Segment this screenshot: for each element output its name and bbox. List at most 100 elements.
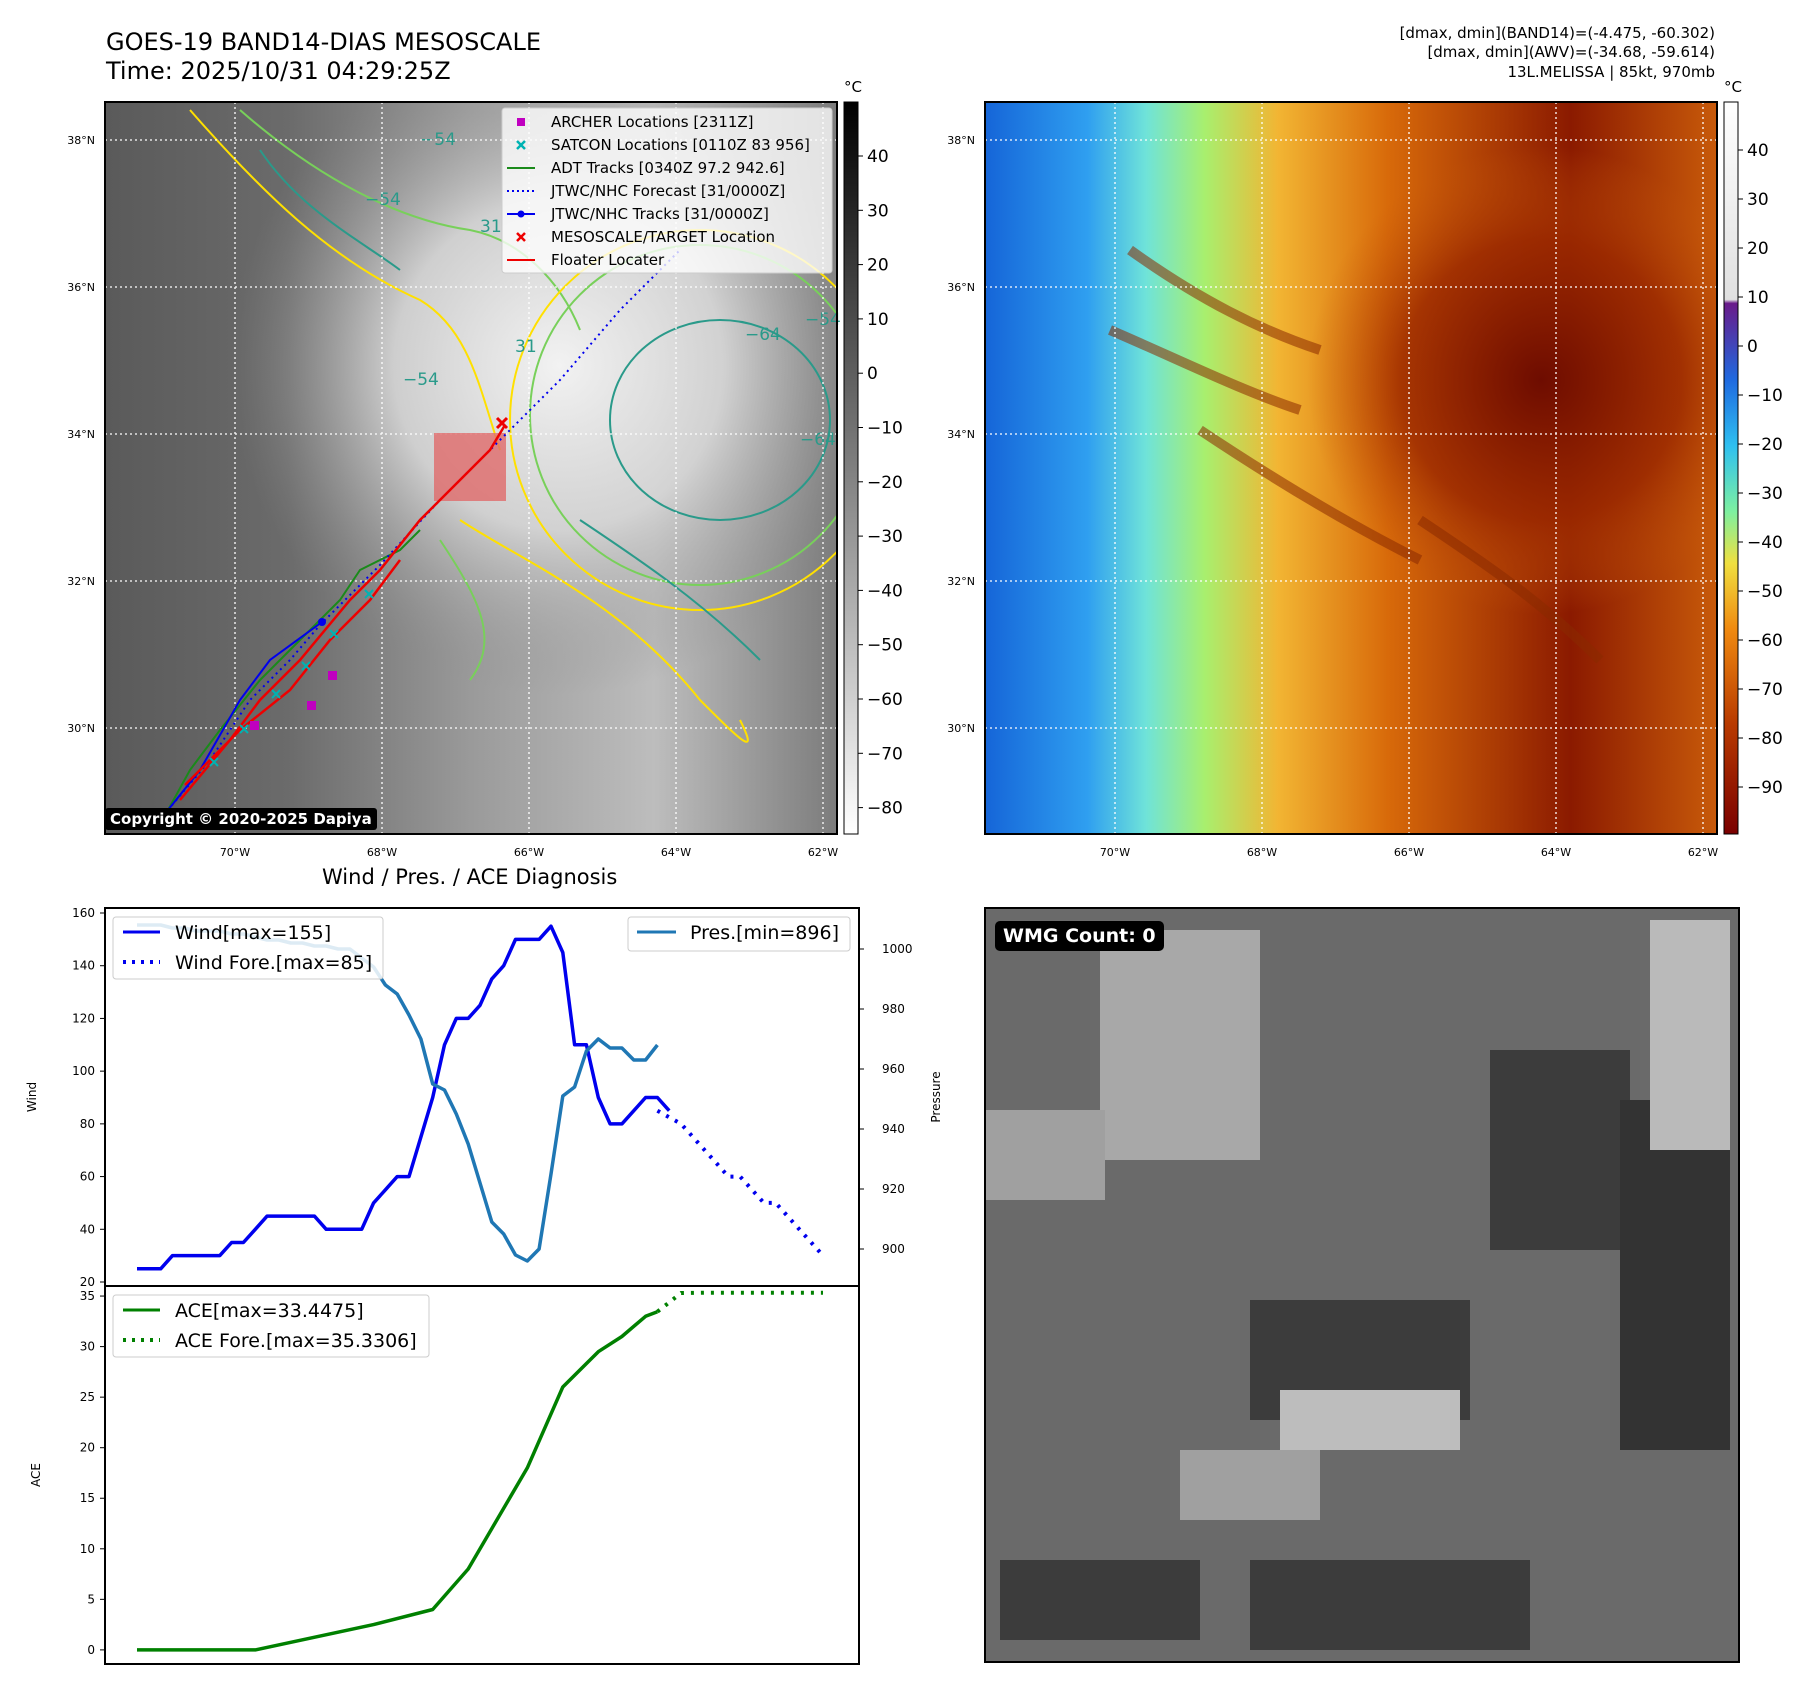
wind-pressure-panel: 20 40 60 80 100 120 140 160 900 920 940 960 980 1000… <box>25 906 943 1289</box>
legend-label: JTWC/NHC Tracks [31/0000Z] <box>550 205 769 223</box>
series-line <box>137 1310 659 1652</box>
legend-label: Pres.[min=896] <box>690 922 839 944</box>
ace-tick-label: 0 <box>87 1643 95 1657</box>
legend-label: ACE[max=33.4475] <box>175 1300 364 1322</box>
ace-tick-label: 5 <box>87 1592 95 1606</box>
ace-tick-label: 35 <box>80 1289 95 1303</box>
wind-tick-label: 140 <box>72 959 95 973</box>
colorbar-tick-label: −30 <box>867 527 903 547</box>
ace-tick-label: 15 <box>80 1491 95 1505</box>
legend-label: Wind Fore.[max=85] <box>175 952 372 974</box>
lat-tick-label: 32°N <box>67 575 95 588</box>
lat-tick-label: 36°N <box>67 281 95 294</box>
colorbar-tick-label: 30 <box>867 201 889 221</box>
left-lat-ticks: 38°N 36°N 34°N 32°N 30°N <box>67 134 95 735</box>
colorbar-tick-label: −70 <box>867 744 903 764</box>
contour-label: 31 <box>480 217 502 237</box>
right-colorbar-unit: °C <box>1724 78 1742 96</box>
ace-tick-label: 30 <box>80 1340 95 1354</box>
pressure-y-ticks: 900 920 940 960 980 1000 <box>859 942 913 1256</box>
jtwc-forecast <box>167 249 681 811</box>
pressure-tick-label: 920 <box>882 1182 905 1196</box>
colorbar-tick-label: −60 <box>1747 631 1783 651</box>
ace-panel: 0 5 10 15 20 25 30 35 ACE ACE[max=33.4475] ACE … <box>29 1285 860 1665</box>
legend-label: Wind[max=155] <box>175 922 331 944</box>
awv-range: [dmax, dmin](AWV)=(-34.68, -59.614) <box>1427 43 1715 61</box>
wind-axis-label: Wind <box>25 1082 39 1112</box>
wind-legend: Wind[max=155] Wind Fore.[max=85] <box>112 916 384 980</box>
colorbar-tick-label: −20 <box>1747 435 1783 455</box>
jtwc-track-point <box>318 618 326 626</box>
storm-info: 13L.MELISSA | 85kt, 970mb <box>1507 63 1715 81</box>
legend-marker-dot <box>517 210 525 218</box>
series-line <box>137 924 671 1271</box>
colorbar-tick-label: 10 <box>867 310 889 330</box>
left-colorbar <box>843 101 859 835</box>
lon-tick-label: 64°W <box>661 846 691 859</box>
wind-tick-label: 40 <box>80 1222 95 1236</box>
colorbar-tick-label: −10 <box>1747 386 1783 406</box>
legend-label: Floater Locater <box>551 251 665 269</box>
wmg-light-patch <box>1180 1450 1320 1520</box>
copyright-badge: Copyright © 2020-2025 Dapiya <box>105 808 377 830</box>
right-map-frame <box>984 101 1718 835</box>
lon-tick-label: 70°W <box>1100 846 1130 859</box>
colorbar-tick-label: 20 <box>1747 239 1769 259</box>
colorbar-tick-label: −50 <box>867 636 903 656</box>
ace-tick-label: 10 <box>80 1542 95 1556</box>
colorbar-tick-label: 20 <box>867 256 889 276</box>
ace-series <box>137 1290 823 1652</box>
right-colorbar <box>1723 101 1739 835</box>
legend-marker <box>516 232 526 242</box>
colorbar-tick-label: −80 <box>1747 729 1783 749</box>
ace-axes-frame <box>104 1285 860 1665</box>
left-map-frame <box>104 101 838 835</box>
right-map-panel: °C 403020100−10−20−30−40−50−60−70−80−90 … <box>947 78 1783 859</box>
lon-tick-label: 68°W <box>1247 846 1277 859</box>
contour-label: −64 <box>745 325 781 345</box>
pressure-tick-label: 900 <box>882 1242 905 1256</box>
target-marker <box>495 416 509 430</box>
colorbar-tick-label: 10 <box>1747 288 1769 308</box>
lat-tick-label: 34°N <box>67 428 95 441</box>
contour-labels: −54 −54 −54 −64 −64 −54 31 31 <box>365 130 841 450</box>
satcon-markers <box>209 589 374 767</box>
contour-label: −54 <box>403 370 439 390</box>
right-map-gridlines <box>985 102 1717 834</box>
legend-label: ACE Fore.[max=35.3306] <box>175 1330 417 1352</box>
contour-label: −64 <box>800 430 836 450</box>
legend-marker <box>516 140 526 150</box>
lon-tick-label: 62°W <box>1688 846 1718 859</box>
lat-tick-label: 32°N <box>947 575 975 588</box>
band14-range: [dmax, dmin](BAND14)=(-4.475, -60.302) <box>1399 24 1715 42</box>
ace-axis-label: ACE <box>29 1463 43 1487</box>
colorbar-tick-label: 40 <box>867 147 889 167</box>
left-map-panel: −54 −54 −54 −64 −64 −54 31 31 <box>67 78 903 859</box>
colorbar-tick-label: −70 <box>1747 680 1783 700</box>
archer-marker <box>250 721 259 730</box>
legend-marker <box>517 118 525 126</box>
wmg-dark-patch <box>1620 1100 1730 1450</box>
colorbar-tick-label: −90 <box>1747 778 1783 798</box>
lon-tick-label: 70°W <box>220 846 250 859</box>
colorbar-tick-label: −40 <box>867 581 903 601</box>
ace-tick-label: 20 <box>80 1441 95 1455</box>
colorbar-tick-label: −10 <box>867 419 903 439</box>
awv-core <box>985 102 1717 834</box>
legend-label: ADT Tracks [0340Z 97.2 942.6] <box>551 159 785 177</box>
colorbar-tick-label: −30 <box>1747 484 1783 504</box>
colorbar-tick-label: −20 <box>867 473 903 493</box>
ace-y-ticks: 0 5 10 15 20 25 30 35 <box>80 1289 105 1657</box>
colorbar-tick-label: 0 <box>1747 337 1758 357</box>
colorbar-tick-label: 30 <box>1747 190 1769 210</box>
contour-label: −54 <box>805 310 841 330</box>
figure-time: Time: 2025/10/31 04:29:25Z <box>106 57 451 85</box>
legend-label: JTWC/NHC Forecast [31/0000Z] <box>550 182 785 200</box>
diagnosis-title: Wind / Pres. / ACE Diagnosis <box>322 865 618 889</box>
lon-tick-label: 68°W <box>367 846 397 859</box>
adt-track <box>167 529 421 811</box>
wmg-light-patch <box>1280 1390 1460 1450</box>
right-lon-ticks: 70°W 68°W 66°W 64°W 62°W <box>1100 846 1718 859</box>
legend-label: MESOSCALE/TARGET Location <box>551 228 775 246</box>
